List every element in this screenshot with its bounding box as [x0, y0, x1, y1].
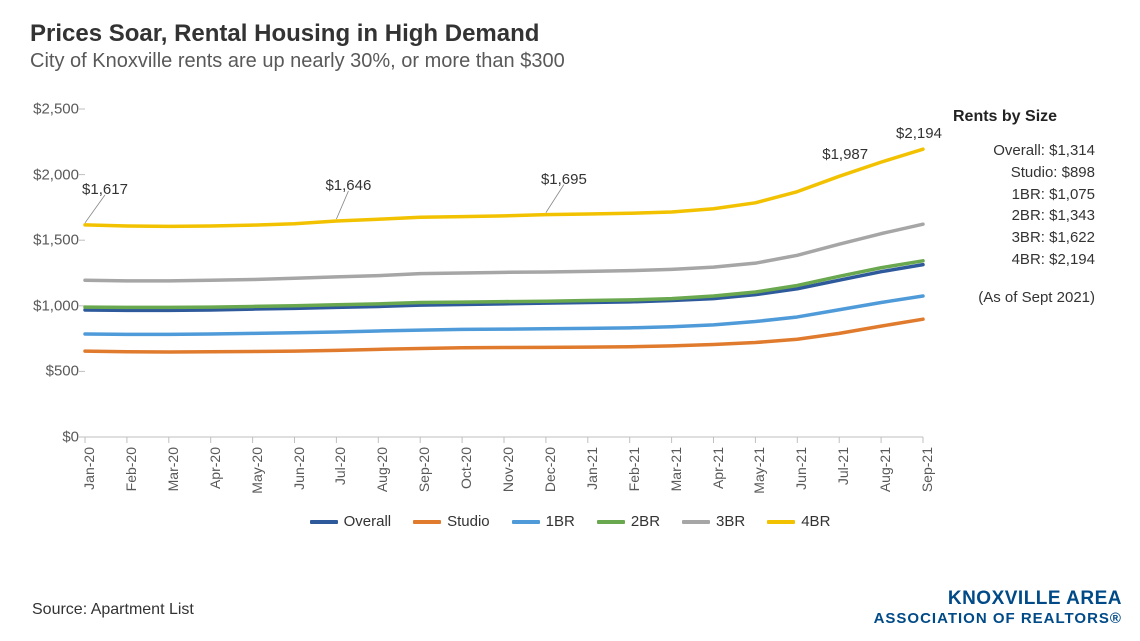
- y-axis-label: $500: [19, 363, 79, 380]
- sidebar-item: 1BR: $1,075: [953, 184, 1095, 206]
- x-axis-label: Apr-21: [710, 447, 726, 489]
- sidebar-item: Overall: $1,314: [953, 140, 1095, 162]
- x-axis-label: Aug-20: [374, 447, 390, 492]
- data-label: $1,646: [325, 177, 371, 194]
- x-axis-label: Jul-21: [835, 447, 851, 485]
- logo-line1: KNOXVILLE AREA: [874, 588, 1122, 610]
- x-axis-label: Apr-20: [207, 447, 223, 489]
- x-axis-label: Sep-20: [416, 447, 432, 492]
- series-2br: [85, 261, 923, 308]
- x-axis-label: Jul-20: [332, 447, 348, 485]
- x-axis-label: Nov-20: [500, 447, 516, 492]
- sidebar-item: 2BR: $1,343: [953, 205, 1095, 227]
- x-axis-label: Oct-20: [458, 447, 474, 489]
- x-axis-label: Aug-21: [877, 447, 893, 492]
- sidebar-title: Rents by Size: [953, 108, 1115, 126]
- chart-subtitle: City of Knoxville rents are up nearly 30…: [30, 50, 1140, 73]
- x-axis-label: Mar-20: [165, 447, 181, 491]
- y-axis-label: $0: [19, 429, 79, 446]
- y-axis-label: $2,500: [19, 101, 79, 118]
- sidebar-item: Studio: $898: [953, 162, 1095, 184]
- data-label: $1,617: [82, 181, 128, 198]
- sidebar-list: Overall: $1,314Studio: $8981BR: $1,0752B…: [953, 140, 1115, 271]
- x-axis-label: Feb-21: [626, 447, 642, 491]
- y-axis-label: $1,000: [19, 297, 79, 314]
- sidebar-item: 4BR: $2,194: [953, 249, 1095, 271]
- x-axis-label: Dec-20: [542, 447, 558, 492]
- chart-area: $0 $500 $1,000 $1,500 $2,000 $2,500 Jan-20 Feb-…: [0, 81, 945, 511]
- x-axis-label: Jan-21: [584, 447, 600, 490]
- x-axis-label: Sep-21: [919, 447, 935, 492]
- x-axis-label: Jun-20: [291, 447, 307, 490]
- series-3br: [85, 224, 923, 281]
- sidebar: Rents by Size Overall: $1,314Studio: $89…: [945, 73, 1115, 511]
- x-axis-label: May-21: [751, 447, 767, 494]
- data-label: $1,987: [822, 146, 868, 163]
- data-label: $1,695: [541, 171, 587, 188]
- x-axis-label: Mar-21: [668, 447, 684, 491]
- y-axis-label: $1,500: [19, 232, 79, 249]
- logo-line2: ASSOCIATION OF REALTORS®: [874, 610, 1122, 627]
- logo: KNOXVILLE AREA ASSOCIATION OF REALTORS®: [874, 588, 1122, 627]
- series-4br: [85, 149, 923, 226]
- sidebar-item: 3BR: $1,622: [953, 227, 1095, 249]
- chart-title: Prices Soar, Rental Housing in High Dema…: [30, 20, 1140, 48]
- x-axis-label: Feb-20: [123, 447, 139, 491]
- x-axis-label: Jun-21: [793, 447, 809, 490]
- y-axis-label: $2,000: [19, 166, 79, 183]
- data-label: $2,194: [896, 125, 942, 142]
- x-axis-label: May-20: [249, 447, 265, 494]
- x-axis-label: Jan-20: [81, 447, 97, 490]
- source-text: Source: Apartment List: [32, 601, 194, 619]
- sidebar-note: (As of Sept 2021): [953, 289, 1115, 306]
